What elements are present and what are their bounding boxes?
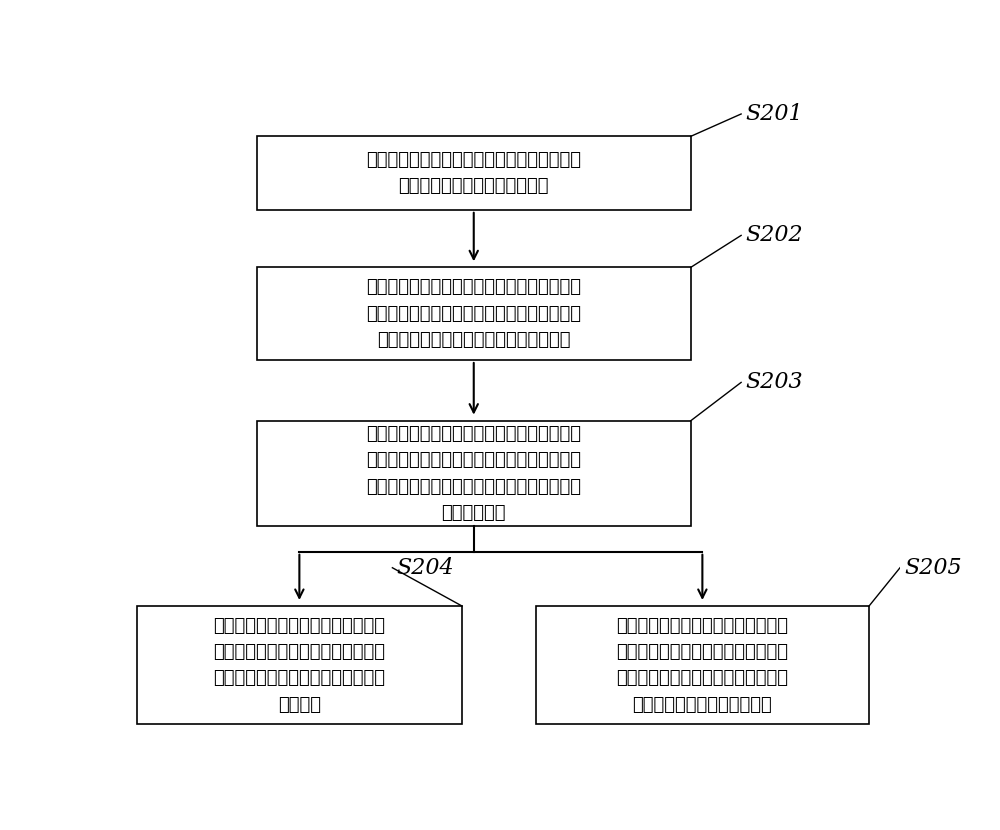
- Text: 所述移动终端当在熄屏状态下检测到所述指纹
模组的指纹识别功能开启时，在预设时段内屏
蔽针对所述指纹模组的至少一次按压事件: 所述移动终端当在熄屏状态下检测到所述指纹 模组的指纹识别功能开启时，在预设时段内…: [366, 278, 581, 349]
- Text: 所述移动终端当在所述预设时段内检测到针对
所述指纹模组的第一按压事件时，屏蔽所述第
一按压事件，解除针对所述指纹模组的按压事
件的屏蔽操作: 所述移动终端当在所述预设时段内检测到针对 所述指纹模组的第一按压事件时，屏蔽所述…: [366, 425, 581, 522]
- Text: 所述移动终端当检测到针对所述指纹
模组的第二按压事件、且所述移动终
端处于熄屏状态时，点亮背光灯，并
在所述显示屏上显示锁屏界面: 所述移动终端当检测到针对所述指纹 模组的第二按压事件、且所述移动终 端处于熄屏状…: [616, 617, 788, 714]
- Text: S203: S203: [745, 371, 803, 393]
- Text: S202: S202: [745, 224, 803, 247]
- Text: S201: S201: [745, 103, 803, 125]
- Text: S205: S205: [904, 557, 961, 579]
- Text: 所述移动终端在熄屏状态下检测移动终端的指
纹模组的指纹识别功能是否开启: 所述移动终端在熄屏状态下检测移动终端的指 纹模组的指纹识别功能是否开启: [366, 151, 581, 195]
- Bar: [257, 136, 691, 210]
- Bar: [257, 421, 691, 526]
- Text: S204: S204: [396, 557, 454, 579]
- Bar: [257, 267, 691, 360]
- Bar: [137, 606, 462, 725]
- Text: 所述移动终端当检测到针对所述指纹
模组的第二按压事件、且移动终端处
于亮屏解锁状态时，在显示屏上显示
系统桌面: 所述移动终端当检测到针对所述指纹 模组的第二按压事件、且移动终端处 于亮屏解锁状…: [213, 617, 385, 714]
- Bar: [536, 606, 869, 725]
